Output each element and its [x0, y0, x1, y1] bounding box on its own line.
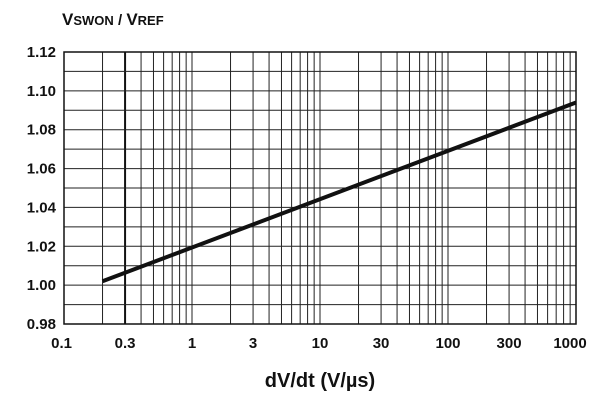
x-tick-label: 1000: [553, 335, 586, 352]
y-tick-label: 1.00: [27, 277, 56, 294]
series-line-0: [101, 100, 577, 284]
y-label-separator: /: [114, 12, 127, 29]
x-tick-label: 10: [312, 335, 329, 352]
x-tick-label: 0.3: [115, 335, 136, 352]
grid: [63, 51, 577, 325]
y-tick-label: 1.04: [27, 199, 57, 216]
y-tick-label: 0.98: [27, 316, 56, 333]
x-tick-label: 30: [373, 335, 390, 352]
plot-area: [101, 100, 577, 284]
x-axis-label: dV/dt (V/µs): [265, 370, 375, 392]
tick-labels: 0.98 1.00 1.02 1.04 1.06 1.08 1.10 1.12 0.1 0.3 1 3…: [27, 44, 587, 352]
y-tick-label: 1.02: [27, 238, 56, 255]
y-axis-label: VSWON / VREF: [62, 10, 164, 29]
x-tick-label: 300: [497, 335, 522, 352]
y-tick-label: 1.12: [27, 44, 56, 61]
plot-frame: [63, 51, 577, 325]
y-label-sub-1: SWON: [73, 13, 113, 28]
x-tick-label: 100: [435, 335, 460, 352]
y-label-main-2: V: [126, 10, 138, 29]
y-label-sub-2: REF: [138, 13, 164, 28]
y-tick-label: 1.10: [27, 83, 56, 100]
y-tick-label: 1.06: [27, 161, 56, 178]
y-tick-label: 1.08: [27, 122, 56, 139]
x-tick-label: 1: [188, 335, 196, 352]
y-label-main-1: V: [62, 10, 74, 29]
x-tick-label: 3: [249, 335, 257, 352]
x-tick-label: 0.1: [51, 335, 72, 352]
